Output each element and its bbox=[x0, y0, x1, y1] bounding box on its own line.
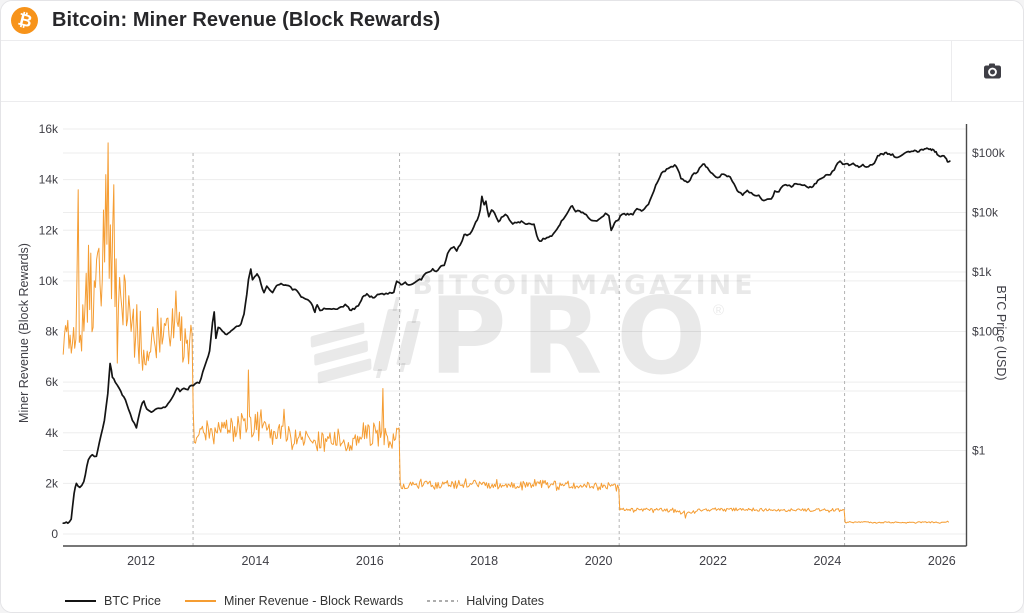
watermark-registered-mark: ® bbox=[713, 302, 724, 319]
toolbar bbox=[1, 41, 1023, 102]
left-axis-title: Miner Revenue (Block Rewards) bbox=[17, 243, 31, 423]
legend-item-btc-price[interactable]: BTC Price bbox=[65, 594, 161, 608]
legend-item-miner-revenue[interactable]: Miner Revenue - Block Rewards bbox=[184, 594, 404, 608]
right-axis-tick-label: $10k bbox=[972, 206, 999, 220]
left-axis-tick-label: 6k bbox=[45, 375, 59, 389]
x-axis-tick-label: 2020 bbox=[585, 554, 613, 568]
left-axis-tick-label: 4k bbox=[45, 426, 59, 440]
x-axis-tick-label: 2012 bbox=[127, 554, 155, 568]
right-axis-tick-label: $1k bbox=[972, 265, 992, 279]
x-axis-tick-label: 2022 bbox=[699, 554, 727, 568]
halving-dash-sample-icon bbox=[427, 600, 459, 602]
right-axis-tick-label: $1 bbox=[972, 444, 986, 458]
left-axis-tick-label: 0 bbox=[51, 527, 58, 541]
right-axis-tick-label: $100 bbox=[972, 325, 999, 339]
camera-icon bbox=[984, 63, 1001, 79]
watermark-text-line1: BITCOIN MAGAZINE bbox=[412, 270, 755, 301]
watermark-text-pro: PRO bbox=[429, 275, 720, 398]
header: ₿ Bitcoin: Miner Revenue (Block Rewards) bbox=[1, 1, 1023, 41]
chart-legend: BTC Price Miner Revenue - Block Rewards … bbox=[65, 594, 544, 608]
legend-label: BTC Price bbox=[104, 594, 161, 608]
left-axis-tick-label: 8k bbox=[45, 325, 59, 339]
right-axis-title: BTC Price (USD) bbox=[994, 285, 1008, 381]
legend-label: Miner Revenue - Block Rewards bbox=[223, 594, 404, 608]
screenshot-button[interactable] bbox=[981, 62, 1007, 82]
left-axis-tick-label: 14k bbox=[39, 173, 59, 187]
btc-line-sample-icon bbox=[65, 600, 96, 602]
legend-label: Halving Dates bbox=[466, 594, 545, 608]
legend-item-halving-dates[interactable]: Halving Dates bbox=[427, 594, 544, 608]
left-axis-tick-label: 16k bbox=[39, 122, 59, 136]
bitcoin-logo-icon: ₿ bbox=[11, 7, 38, 34]
x-axis-tick-label: 2016 bbox=[356, 554, 384, 568]
miner-line-sample-icon bbox=[184, 600, 216, 602]
left-axis-tick-label: 2k bbox=[45, 476, 59, 490]
chart-area: BITCOIN MAGAZINE PRO ® 16k 14k 12k 10k 8k 6k 4k 2k… bbox=[1, 101, 1023, 612]
right-axis-tick-label: $100k bbox=[972, 146, 1006, 160]
toolbar-divider bbox=[951, 41, 952, 101]
miner-revenue-series bbox=[62, 142, 950, 524]
btc-price-series bbox=[62, 147, 951, 525]
x-axis-tick-label: 2018 bbox=[470, 554, 498, 568]
watermark-candles-icon bbox=[310, 297, 421, 384]
page-title: Bitcoin: Miner Revenue (Block Rewards) bbox=[52, 9, 441, 31]
x-axis-tick-label: 2014 bbox=[241, 554, 269, 568]
x-axis-tick-label: 2026 bbox=[928, 554, 956, 568]
bitcoin-glyph: ₿ bbox=[15, 9, 34, 32]
left-axis-tick-label: 10k bbox=[39, 274, 59, 288]
x-axis-tick-label: 2024 bbox=[813, 554, 841, 568]
left-axis-tick-label: 12k bbox=[39, 223, 59, 237]
